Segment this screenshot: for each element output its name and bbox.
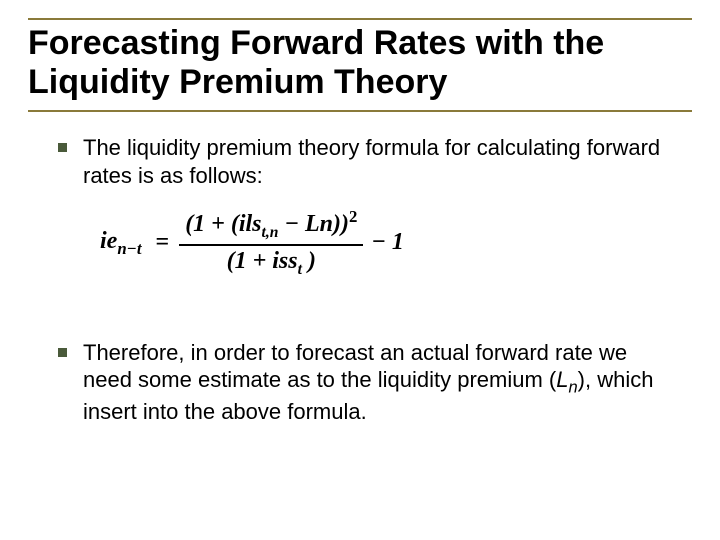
square-bullet-icon [58, 143, 67, 152]
title-rule-wrap: Forecasting Forward Rates with the Liqui… [28, 18, 692, 112]
bullet2-var-sub: n [568, 379, 577, 397]
formula-lhs-base: ie [100, 228, 117, 254]
formula: ien−t = (1 + (ilst,n − Ln))2 (1 + isst )… [100, 207, 682, 279]
fraction-bar [179, 244, 363, 246]
formula-denominator: (1 + isst ) [221, 248, 322, 279]
slide: Forecasting Forward Rates with the Liqui… [0, 0, 720, 540]
bullet-item: The liquidity premium theory formula for… [58, 134, 682, 189]
formula-block: ien−t = (1 + (ilst,n − Ln))2 (1 + isst )… [100, 207, 682, 279]
num-sup: 2 [349, 207, 357, 226]
den-part2: ) [302, 248, 316, 274]
num-part2: − Ln)) [278, 211, 349, 237]
formula-numerator: (1 + (ilst,n − Ln))2 [179, 207, 363, 242]
formula-lhs: ien−t [100, 228, 142, 259]
equals-sign: = [156, 229, 170, 256]
slide-title: Forecasting Forward Rates with the Liqui… [28, 24, 692, 102]
formula-tail: − 1 [371, 229, 404, 256]
bullet-item: Therefore, in order to forecast an actua… [58, 339, 682, 426]
formula-lhs-sub: n−t [117, 238, 141, 257]
formula-fraction: (1 + (ilst,n − Ln))2 (1 + isst ) [179, 207, 363, 279]
bullet2-pre: Therefore, in order to forecast an actua… [83, 340, 627, 393]
square-bullet-icon [58, 348, 67, 357]
slide-body: The liquidity premium theory formula for… [28, 134, 692, 426]
num-part1: (1 + (ils [185, 211, 261, 237]
num-sub: t,n [262, 224, 279, 241]
bullet-text: The liquidity premium theory formula for… [83, 134, 682, 189]
bullet2-var: L [556, 367, 568, 392]
bullet-text: Therefore, in order to forecast an actua… [83, 339, 682, 426]
den-part1: (1 + iss [227, 248, 298, 274]
